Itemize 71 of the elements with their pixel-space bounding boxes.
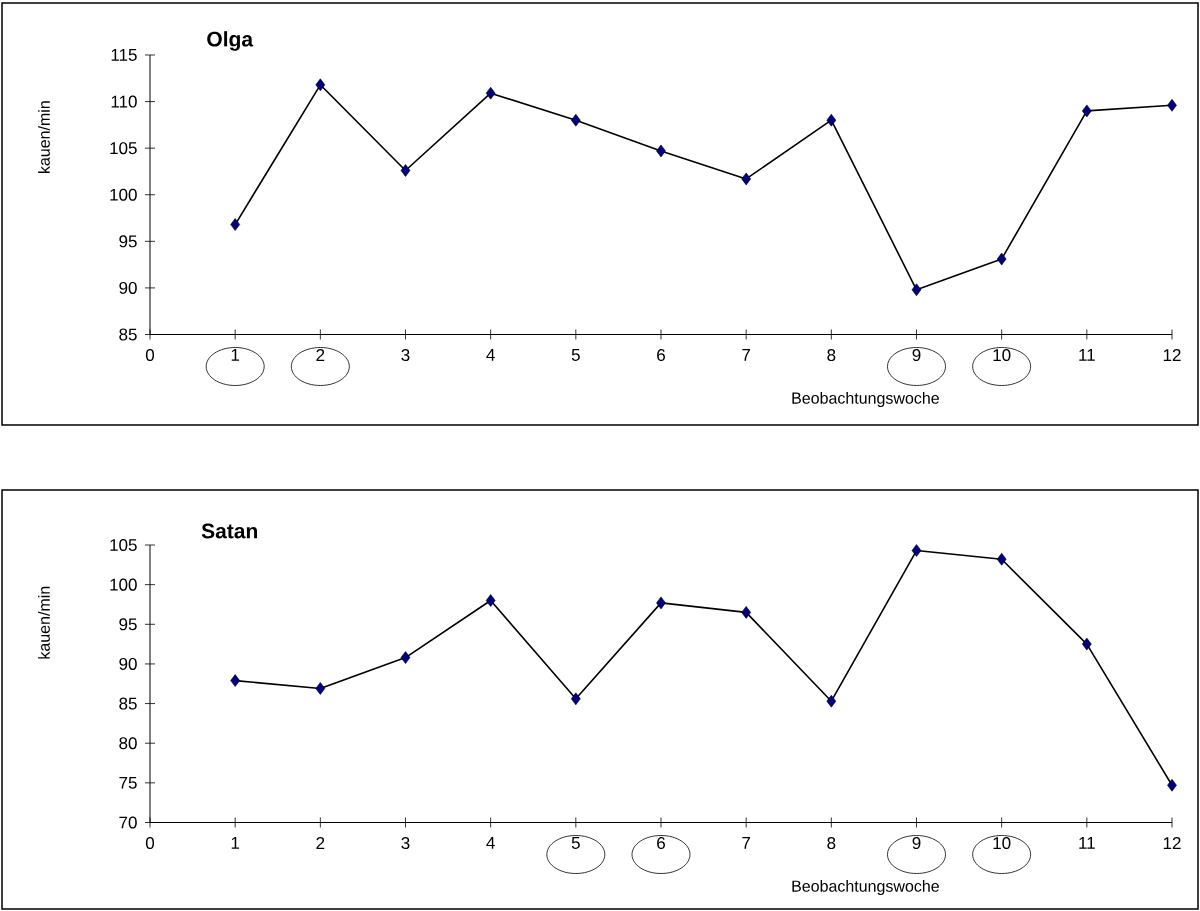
x-axis-title: Beobachtungswoche <box>792 880 939 895</box>
x-tick-label: 7 <box>742 837 751 849</box>
y-tick-label: 105 <box>110 142 137 155</box>
point <box>656 144 666 158</box>
x-tick-label: 3 <box>401 349 410 362</box>
point <box>741 172 751 186</box>
x-axis-title: Beobachtungswoche <box>792 392 939 407</box>
point <box>826 113 837 127</box>
x-tick-label: 6 <box>657 837 665 850</box>
x-tick-label: 2 <box>316 837 325 849</box>
x-tick-label: 4 <box>486 837 495 849</box>
x-tick-label: 5 <box>571 837 580 849</box>
y-tick-label: 95 <box>119 618 137 631</box>
point <box>1082 637 1092 651</box>
y-tick-label: 75 <box>119 776 137 789</box>
y-tick-label: 80 <box>119 737 137 750</box>
y-tick-label: 85 <box>119 328 137 341</box>
point <box>315 682 326 695</box>
point <box>826 694 837 708</box>
y-tick-label: 90 <box>119 657 137 670</box>
x-tick-label: 8 <box>827 837 836 850</box>
x-tick-label: 7 <box>742 349 751 361</box>
y-tick-label: 105 <box>110 538 137 552</box>
x-tick-label: 12 <box>1163 837 1181 849</box>
point <box>996 252 1007 266</box>
point <box>485 594 496 607</box>
chart-title: Olga <box>207 31 254 51</box>
y-axis-title: kauen/min <box>38 101 50 173</box>
point <box>571 692 581 706</box>
y-tick-label: 110 <box>111 95 137 108</box>
x-tick-label: 1 <box>231 837 240 849</box>
x-tick-label: 12 <box>1163 349 1181 361</box>
x-tick-label: 10 <box>993 837 1011 850</box>
point <box>996 552 1007 566</box>
point <box>741 606 751 619</box>
x-tick-label: 10 <box>993 349 1011 362</box>
point <box>656 596 666 610</box>
y-axis-title: kauen/min <box>38 586 50 659</box>
x-tick-label: 3 <box>401 837 410 850</box>
x-tick-label: 8 <box>827 349 836 362</box>
x-tick-label: 5 <box>571 349 580 361</box>
point <box>1167 778 1177 792</box>
point <box>911 283 922 297</box>
x-tick-label: 9 <box>912 349 921 362</box>
x-tick-label: 0 <box>145 837 155 850</box>
point <box>230 674 240 687</box>
point <box>230 218 240 231</box>
y-tick-label: 100 <box>110 188 137 201</box>
y-tick-label: 70 <box>119 816 137 829</box>
y-tick-label: 85 <box>119 697 137 710</box>
x-tick-label: 11 <box>1079 349 1095 361</box>
point <box>911 544 922 557</box>
point <box>400 651 411 664</box>
y-tick-label: 95 <box>119 235 137 248</box>
x-tick-label: 0 <box>145 349 155 362</box>
point <box>1082 104 1092 118</box>
point <box>485 86 496 100</box>
y-tick-label: 115 <box>111 49 137 61</box>
x-tick-label: 1 <box>231 349 240 361</box>
point <box>1167 99 1177 112</box>
point <box>400 164 411 177</box>
chart-title: Satan <box>201 523 257 539</box>
x-tick-label: 11 <box>1079 837 1095 849</box>
y-tick-label: 100 <box>110 578 137 591</box>
x-tick-label: 9 <box>912 837 921 850</box>
point <box>315 78 326 92</box>
x-tick-label: 2 <box>316 349 325 361</box>
y-tick-label: 90 <box>119 281 137 294</box>
x-tick-label: 6 <box>657 349 665 362</box>
point <box>571 113 581 127</box>
x-tick-label: 4 <box>486 349 495 361</box>
